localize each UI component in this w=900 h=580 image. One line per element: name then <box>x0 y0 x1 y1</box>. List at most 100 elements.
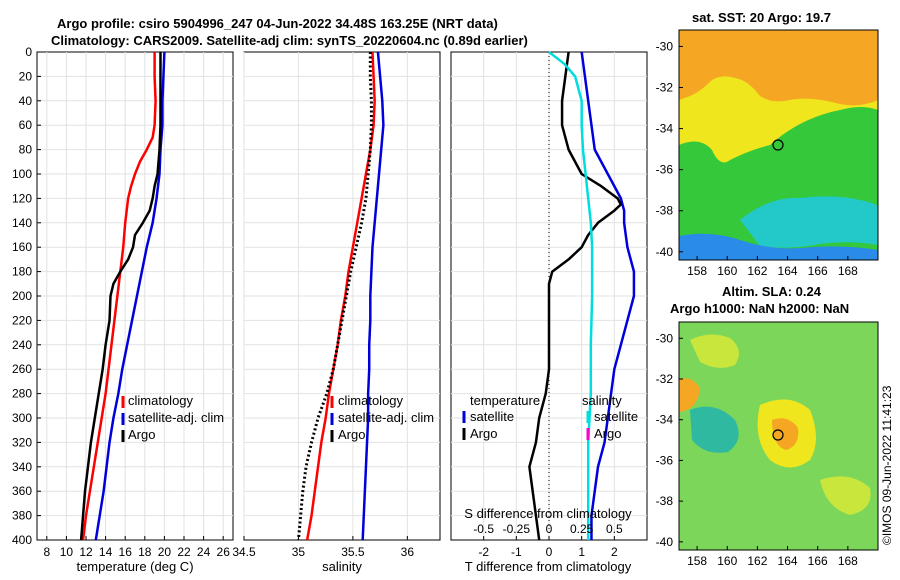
y-tick-label: 220 <box>12 313 32 327</box>
lon-tick-label: 158 <box>687 264 707 278</box>
temperature-series <box>79 51 166 541</box>
sst-cyan-region <box>740 196 878 248</box>
lat-tick-label: -30 <box>656 39 674 53</box>
legend-label-climatology: climatology <box>128 393 194 408</box>
y-tick-label: 140 <box>12 216 32 230</box>
x-tick-label: 2 <box>611 545 618 559</box>
sst-blue-region <box>679 233 878 260</box>
top-tick-label: 0.5 <box>606 522 623 536</box>
salinity-gridlines <box>243 52 440 540</box>
y-tick-label: 200 <box>12 289 32 303</box>
lon-tick-label: 166 <box>808 554 828 568</box>
series-line-satellite-adj-clim <box>94 51 166 541</box>
x-tick-label: -2 <box>478 545 489 559</box>
lat-tick-label: -38 <box>656 204 674 218</box>
sst-map: -30 -32 -34 -36 -38 -40 158 160 162 164 166 168 <box>656 29 879 278</box>
difference-series <box>528 51 636 541</box>
legend-label-climatology: climatology <box>338 393 404 408</box>
sla-yellowgreen-patch <box>690 334 739 368</box>
difference-xlabel: T difference from climatology <box>465 559 632 574</box>
y-tick-label: 100 <box>12 167 32 181</box>
x-tick-label: 10 <box>60 545 74 559</box>
lon-tick-label: 166 <box>808 264 828 278</box>
x-tick-label: 18 <box>138 545 152 559</box>
x-tick-label: 35.5 <box>341 545 365 559</box>
y-tick-label: 120 <box>12 191 32 205</box>
y-tick-label: 300 <box>12 411 32 425</box>
sla-map-frame <box>678 321 879 551</box>
temp-difference-tick-labels: -2 -1 0 1 2 <box>478 536 618 559</box>
x-tick-label: 34.5 <box>232 545 256 559</box>
y-tick-label: 380 <box>12 509 32 523</box>
sla-lower-yellowgreen-patch <box>820 476 871 515</box>
temperature-tick-labels: 8 10 12 14 16 18 20 22 24 26 <box>43 536 230 559</box>
lon-tick-label: 168 <box>838 264 858 278</box>
lat-tick-label: -30 <box>656 331 674 345</box>
x-tick-label: 22 <box>177 545 191 559</box>
lat-tick-label: -32 <box>656 81 674 95</box>
x-tick-label: 1 <box>578 545 585 559</box>
sst-map-title: sat. SST: 20 Argo: 19.7 <box>692 10 831 25</box>
lat-tick-label: -38 <box>656 494 674 508</box>
series-line-temperature-argo <box>528 51 623 541</box>
y-tick-label: 160 <box>12 240 32 254</box>
figure-title-line1: Argo profile: csiro 5904996_247 04-Jun-2… <box>57 16 498 31</box>
lon-tick-label: 160 <box>717 554 737 568</box>
y-tick-label: 0 <box>25 45 32 59</box>
series-line-satellite-adj-clim <box>361 51 385 541</box>
sla-map-title-line1: Altim. SLA: 0.24 <box>722 284 821 299</box>
salinity-difference-label: S difference from climatology <box>464 506 632 521</box>
x-tick-label: 36 <box>401 545 415 559</box>
salinity-panel: 34.5 35 35.5 36 salinity climatology satell… <box>232 51 441 574</box>
sla-orange-patch <box>772 418 799 450</box>
legend-label-argo: Argo <box>128 427 155 442</box>
sla-map-tick-labels: -30 -32 -34 -36 -38 -40 158 160 162 164 166 168 <box>656 331 859 568</box>
legend-label-temp-satellite: satellite <box>470 409 514 424</box>
lat-tick-label: -32 <box>656 372 674 386</box>
x-tick-label: 8 <box>43 545 50 559</box>
lon-tick-label: 164 <box>778 264 798 278</box>
y-tick-label: 320 <box>12 435 32 449</box>
legend-label-satellite-adj: satellite-adj. clim <box>338 410 434 425</box>
series-line-climatology <box>81 52 157 541</box>
y-tick-label: 20 <box>19 69 33 83</box>
depth-tick-labels: 0 20 40 60 80 100 120 140 160 180 200 220 240 260 280 3… <box>12 45 41 547</box>
y-tick-label: 340 <box>12 460 32 474</box>
figure-title-line2: Climatology: CARS2009. Satellite-adj cli… <box>51 33 528 48</box>
y-tick-label: 80 <box>19 143 33 157</box>
top-tick-label: -0.25 <box>503 522 531 536</box>
sal-difference-tick-labels: -0.5 -0.25 0 0.25 0.5 <box>473 522 623 536</box>
x-tick-label: 24 <box>197 545 211 559</box>
series-line-temperature-satellite <box>580 51 636 540</box>
lon-tick-label: 164 <box>778 554 798 568</box>
difference-legend: temperature salinity satellite Argo sate… <box>462 393 638 441</box>
x-tick-label: -1 <box>511 545 522 559</box>
y-tick-label: 180 <box>12 265 32 279</box>
series-line-salinity-satellite <box>548 51 594 540</box>
y-tick-label: 260 <box>12 362 32 376</box>
temperature-panel: 0 20 40 60 80 100 120 140 160 180 200 220 240 260 280 3… <box>12 45 234 574</box>
legend-label-sal-argo: Argo <box>594 426 621 441</box>
lon-tick-label: 162 <box>747 264 767 278</box>
salinity-xlabel: salinity <box>322 559 362 574</box>
lat-tick-label: -34 <box>656 413 674 427</box>
lon-tick-label: 168 <box>838 554 858 568</box>
y-tick-label: 280 <box>12 387 32 401</box>
sst-argo-location-marker <box>772 139 784 151</box>
legend-label-satellite-adj: satellite-adj. clim <box>128 410 224 425</box>
legend-header-temperature: temperature <box>470 393 540 408</box>
top-tick-label: 0 <box>546 522 553 536</box>
salinity-series <box>296 51 385 541</box>
temperature-legend: climatology satellite-adj. clim Argo <box>121 393 224 442</box>
y-tick-label: 60 <box>19 118 33 132</box>
x-tick-label: 0 <box>546 545 553 559</box>
sla-map-title-line2: Argo h1000: NaN h2000: NaN <box>670 301 850 316</box>
top-tick-label: 0.25 <box>570 522 594 536</box>
y-tick-label: 240 <box>12 338 32 352</box>
x-tick-label: 26 <box>217 545 231 559</box>
sst-warm-region <box>679 30 878 106</box>
sla-map: -30 -32 -34 -36 -38 -40 158 160 162 164 166 168 <box>656 321 879 568</box>
lat-tick-label: -40 <box>656 535 674 549</box>
sst-map-frame <box>678 29 879 261</box>
